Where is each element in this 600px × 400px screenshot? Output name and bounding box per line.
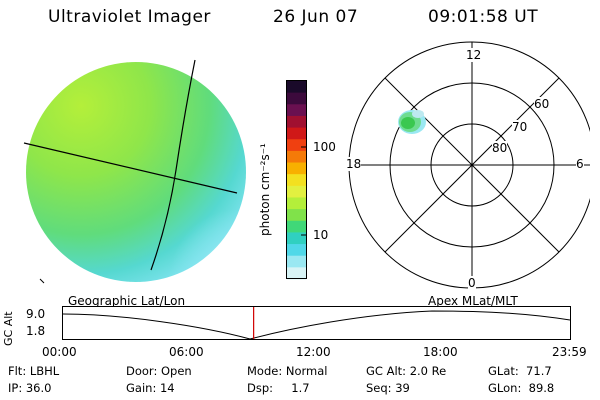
colorbar-segment — [287, 197, 306, 210]
mlat-label-80: 80 — [492, 141, 508, 155]
colorbar-segment — [287, 220, 306, 233]
altitude-curve — [62, 310, 571, 340]
colorbar-segment — [287, 162, 306, 175]
auroral-emission-spot — [398, 110, 426, 134]
gc-alt-tick-min: 1.8 — [26, 324, 46, 338]
colorbar-segment — [287, 127, 306, 140]
mode-info: Mode: Normal — [247, 364, 328, 378]
color-scale-bar — [286, 80, 307, 280]
colorbar-segment — [287, 150, 306, 164]
geographic-uv-image — [23, 59, 246, 284]
colorbar-segment — [287, 232, 306, 245]
latitude-line — [23, 142, 238, 194]
colorbar-tick-100: 100 — [313, 140, 336, 154]
colorbar-segment — [287, 92, 306, 105]
time-tick-1200: 12:00 — [296, 345, 331, 359]
mlt-label-18: 18 — [346, 157, 362, 171]
colorbar-segment — [287, 104, 306, 117]
altitude-timeline-plot — [62, 306, 571, 340]
gc-alt-axis-label: GC Alt — [2, 311, 15, 346]
mlt-label-6: 6 — [576, 157, 584, 171]
mlat-label-70: 70 — [512, 120, 528, 134]
glon-info: GLon: 89.8 — [488, 381, 555, 395]
colorbar-segment — [287, 209, 306, 222]
mlt-label-12: 12 — [466, 48, 482, 62]
mlat-label-60: 60 — [534, 97, 550, 111]
time-tick-0000: 00:00 — [42, 345, 77, 359]
instrument-title: Ultraviolet Imager — [48, 7, 211, 27]
colorbar-tick-10: 10 — [313, 228, 329, 242]
time-tick-2359: 23:59 — [552, 345, 587, 359]
gc-alt-tick-max: 9.0 — [26, 307, 46, 321]
gc-alt-info: GC Alt: 2.0 Re — [366, 364, 447, 378]
gain-info: Gain: 14 — [126, 381, 175, 395]
ip-info: IP: 36.0 — [8, 381, 52, 395]
dsp-info: Dsp: 1.7 — [247, 381, 310, 395]
seq-info: Seq: 39 — [366, 381, 410, 395]
colorbar-segment — [287, 267, 306, 280]
colorbar-segment — [287, 139, 306, 152]
longitude-line — [150, 59, 196, 271]
colorbar-segment — [287, 174, 306, 187]
time-tick-1800: 18:00 — [423, 345, 458, 359]
glat-info: GLat: 71.7 — [488, 364, 552, 378]
mlt-label-0: 0 — [468, 276, 476, 290]
image-time: 09:01:58 UT — [428, 7, 539, 27]
apex-label: Apex MLat/MLT — [428, 294, 518, 308]
polar-mlat-mlt-plot — [348, 41, 590, 289]
colorbar-segment — [287, 255, 306, 268]
colorbar-segment — [287, 244, 306, 257]
colorbar-unit-label: photon cm⁻²s⁻¹ — [258, 143, 272, 236]
colorbar-segment — [287, 115, 306, 129]
colorbar-segment — [287, 185, 306, 198]
geographic-label: Geographic Lat/Lon — [68, 294, 186, 308]
door-info: Door: Open — [126, 364, 192, 378]
time-tick-0600: 06:00 — [169, 345, 204, 359]
filter-info: Flt: LBHL — [8, 364, 60, 378]
colorbar-segment — [287, 81, 306, 94]
image-date: 26 Jun 07 — [273, 7, 359, 27]
